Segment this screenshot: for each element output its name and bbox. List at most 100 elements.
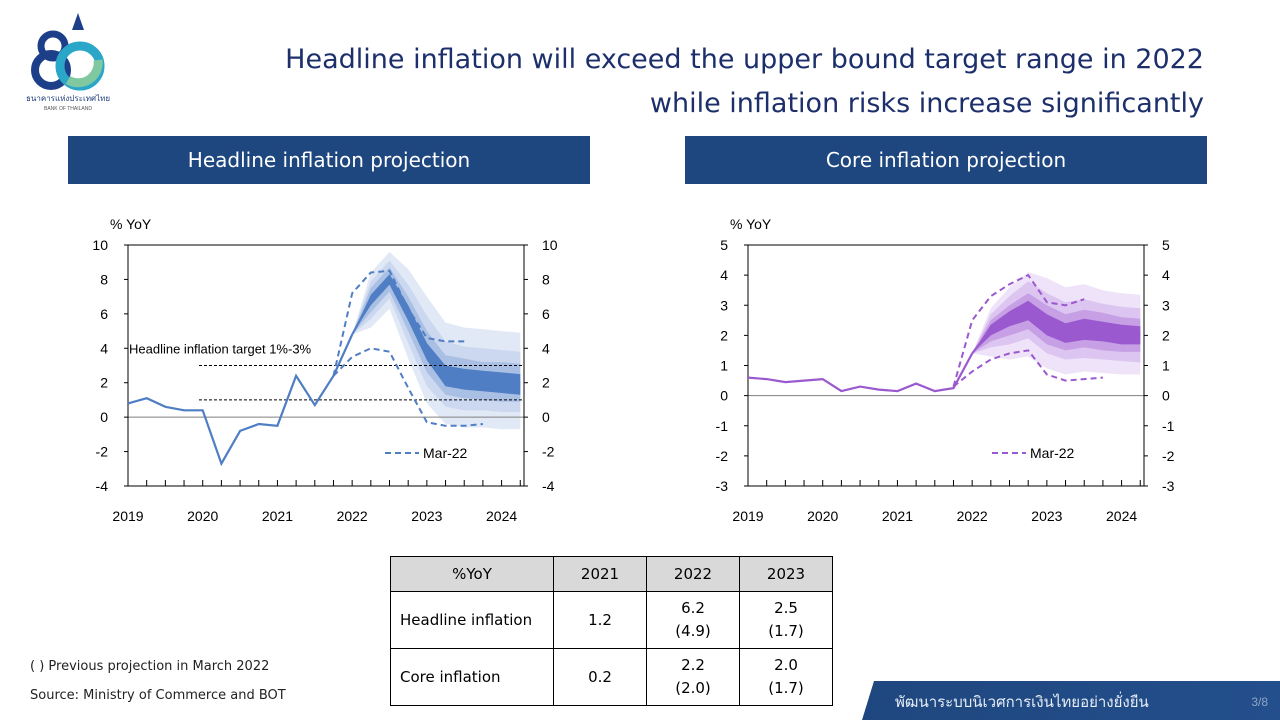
y-tick-label: 8 (100, 271, 108, 287)
y-tick-label-right: 5 (1162, 237, 1170, 253)
plot-frame (127, 244, 525, 487)
title-line-2: while inflation risks increase significa… (649, 88, 1204, 119)
x-tick-label: 2022 (337, 508, 368, 524)
y-tick-label-right: 3 (1162, 297, 1170, 313)
fan-band (352, 267, 521, 402)
logo-thai-text: ธนาคารแห่งประเทศไทย (25, 94, 111, 103)
current-value: 2.5 (774, 599, 798, 617)
logo-english-text: BANK OF THAILAND (44, 106, 92, 112)
current-value: 6.2 (681, 599, 705, 617)
series-projection (351, 277, 521, 386)
y-tick-label-right: 2 (542, 375, 550, 391)
table-cell: 2.5 (1.7) (739, 591, 833, 649)
series-previous_lower (952, 349, 1103, 388)
y-tick-label: -3 (716, 478, 729, 494)
x-tick-label: 2022 (957, 508, 988, 524)
row-label: Core inflation (390, 648, 554, 706)
y-tick-label: -2 (96, 444, 109, 460)
y-tick-label: 3 (720, 297, 728, 313)
y-tick-label: -4 (96, 478, 109, 494)
table-cell: 0.2 (553, 648, 647, 706)
table-header-cell: %YoY (390, 556, 554, 592)
y-tick-label-right: 0 (1162, 388, 1170, 404)
previous-value: (1.7) (768, 622, 804, 640)
y-tick-label-right: -3 (1162, 478, 1175, 494)
y-tick-label-right: 4 (542, 340, 550, 356)
table-cell: 2.2 (2.0) (646, 648, 740, 706)
x-tick-label: 2021 (262, 508, 293, 524)
current-value: 2.0 (774, 656, 798, 674)
core-panel-header: Core inflation projection (685, 136, 1207, 184)
target-annotation: Headline inflation target 1%-3% (129, 341, 312, 356)
x-tick-label: 2024 (1106, 508, 1137, 524)
core-inflation-chart: 5 5 4 4 3 3 2 2 1 1 0 0 -1 -1 -2 -2 -3 -3 2019 2020 2021 2022… (680, 205, 1280, 525)
series-previous_upper (952, 273, 1085, 387)
footer-band (862, 681, 1280, 720)
y-tick-label-right: -2 (542, 444, 555, 460)
table-row: Core inflation 0.2 2.2 (2.0) 2.0 (1.7) (390, 648, 833, 706)
x-tick-label: 2023 (411, 508, 442, 524)
y-tick-label-right: 10 (542, 237, 558, 253)
y-tick-label-right: -4 (542, 478, 555, 494)
projection-table: %YoY 2021 2022 2023 Headline inflation 1… (390, 556, 833, 706)
source-note: Source: Ministry of Commerce and BOT (30, 688, 286, 703)
table-cell: 6.2 (4.9) (646, 591, 740, 649)
table-header-cell: 2023 (739, 556, 833, 592)
table-cell: 2.0 (1.7) (739, 648, 833, 706)
y-tick-label-right: 1 (1162, 358, 1170, 374)
bank-of-thailand-logo: ธนาคารแห่งประเทศไทย BANK OF THAILAND (18, 8, 118, 113)
y-tick-label-right: 8 (542, 271, 550, 287)
x-tick-label: 2020 (187, 508, 218, 524)
previous-projection-note: ( ) Previous projection in March 2022 (30, 659, 270, 674)
previous-value: (1.7) (768, 679, 804, 697)
table-header-cell: 2021 (553, 556, 647, 592)
y-tick-label: 4 (100, 340, 108, 356)
x-tick-label: 2021 (882, 508, 913, 524)
table-cell: 1.2 (553, 591, 647, 649)
series-projection (971, 307, 1141, 355)
y-tick-label: 2 (720, 327, 728, 343)
x-tick-label: 2024 (486, 508, 517, 524)
y-tick-label: 0 (100, 409, 108, 425)
series-actual (127, 334, 354, 467)
x-tick-label: 2020 (807, 508, 838, 524)
x-tick-label: 2019 (112, 508, 143, 524)
row-label: Headline inflation (390, 591, 554, 649)
footer-slogan: พัฒนาระบบนิเวศการเงินไทยอย่างยั่งยืน (895, 693, 1149, 711)
series-previous_upper (332, 269, 465, 377)
y-tick-label-right: 4 (1162, 267, 1170, 283)
y-tick-label: 4 (720, 267, 728, 283)
y-axis-label: % YoY (730, 216, 772, 232)
series-previous_lower (332, 347, 483, 427)
previous-value: (4.9) (675, 622, 711, 640)
x-tick-label: 2019 (732, 508, 763, 524)
y-tick-label: -1 (716, 418, 729, 434)
legend-label: Mar-22 (423, 445, 468, 461)
y-tick-label: -2 (716, 448, 729, 464)
legend-label: Mar-22 (1030, 445, 1075, 461)
logo-80-mark (31, 13, 105, 91)
y-tick-label-right: 6 (542, 306, 550, 322)
y-tick-label: 0 (720, 388, 728, 404)
slide-title: Headline inflation will exceed the upper… (204, 38, 1204, 126)
title-line-1: Headline inflation will exceed the upper… (285, 44, 1204, 75)
y-tick-label: 1 (720, 358, 728, 374)
headline-panel-header: Headline inflation projection (68, 136, 590, 184)
x-tick-label: 2023 (1031, 508, 1062, 524)
y-tick-label: 2 (100, 375, 108, 391)
current-value: 2.2 (681, 656, 705, 674)
y-tick-label-right: -1 (1162, 418, 1175, 434)
y-tick-label-right: 0 (542, 409, 550, 425)
y-tick-label: 6 (100, 306, 108, 322)
headline-inflation-chart: 10 10 8 8 6 6 4 4 2 2 0 0 -2 -2 -4 -4 2019 2020 2021 2022 20… (60, 205, 660, 525)
table-row: Headline inflation 1.2 6.2 (4.9) 2.5 (1.… (390, 591, 833, 649)
y-axis-label: % YoY (110, 216, 152, 232)
previous-value: (2.0) (675, 679, 711, 697)
page-number: 3/8 (1251, 695, 1268, 709)
y-tick-label: 5 (720, 237, 728, 253)
y-tick-label-right: 2 (1162, 327, 1170, 343)
y-tick-label-right: -2 (1162, 448, 1175, 464)
table-header-cell: 2022 (646, 556, 740, 592)
